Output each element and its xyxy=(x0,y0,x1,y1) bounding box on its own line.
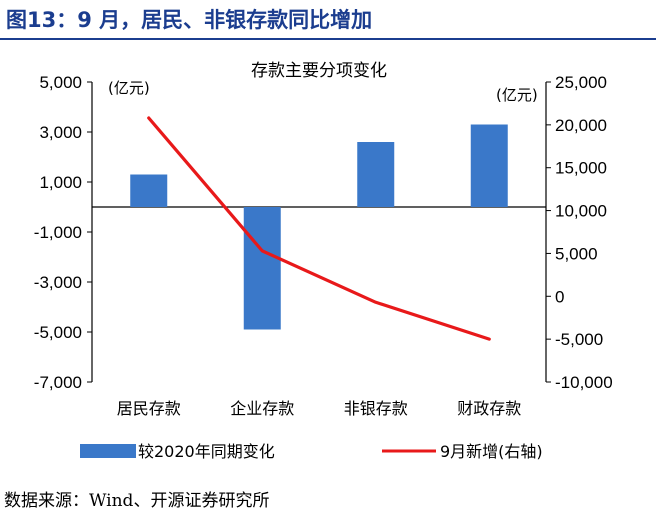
legend-bar-label: 较2020年同期变化 xyxy=(138,442,275,461)
right-tick-label: -10,000 xyxy=(555,373,613,392)
bar-2 xyxy=(243,207,281,330)
left-tick-label: -5,000 xyxy=(34,323,82,342)
category-label: 非银存款 xyxy=(344,399,408,418)
bar-4 xyxy=(470,124,508,207)
right-tick-label: 15,000 xyxy=(555,159,607,178)
left-tick-label: -7,000 xyxy=(34,373,82,392)
right-tick-label: 0 xyxy=(555,287,564,306)
right-tick-label: 10,000 xyxy=(555,202,607,221)
bar-1 xyxy=(130,174,168,207)
category-label: 财政存款 xyxy=(457,399,521,418)
right-tick-label: 5,000 xyxy=(555,244,598,263)
bar-3 xyxy=(357,142,395,207)
line-series-9m-new xyxy=(147,116,491,341)
category-label: 居民存款 xyxy=(117,399,181,418)
left-axis-unit: (亿元) xyxy=(108,79,150,97)
category-label: 企业存款 xyxy=(230,399,294,418)
left-tick-label: 3,000 xyxy=(39,123,82,142)
chart-title: 存款主要分项变化 xyxy=(251,61,387,81)
right-tick-label: 20,000 xyxy=(555,116,607,135)
data-source: 数据来源：Wind、开源证券研究所 xyxy=(4,491,270,511)
legend-bar-swatch xyxy=(80,444,136,458)
right-axis-unit: (亿元) xyxy=(496,86,538,104)
right-tick-label: 25,000 xyxy=(555,73,607,92)
left-tick-label: 5,000 xyxy=(39,73,82,92)
left-tick-label: -3,000 xyxy=(34,273,82,292)
left-tick-label: 1,000 xyxy=(39,173,82,192)
title-underline xyxy=(0,38,656,40)
left-tick-label: -1,000 xyxy=(34,223,82,242)
figure-title: 图13：9 月，居民、非银存款同比增加 xyxy=(6,8,373,32)
right-tick-label: -5,000 xyxy=(555,330,603,349)
legend-line-label: 9月新增(右轴) xyxy=(440,442,543,461)
